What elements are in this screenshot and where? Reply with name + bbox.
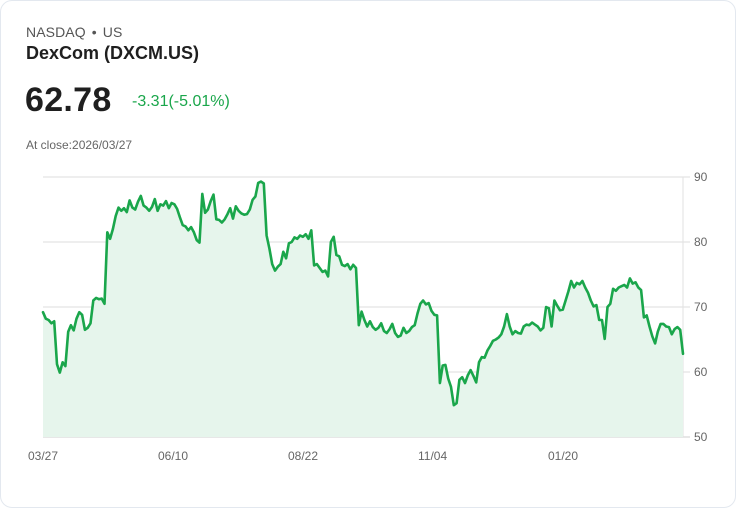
close-timestamp: At close:2026/03/27 (26, 138, 133, 152)
y-tick-label: 90 (694, 170, 708, 184)
y-tick-label: 60 (694, 365, 708, 379)
x-axis: 03/27 06/10 08/22 11/04 01/20 (28, 449, 578, 463)
stock-price: 62.78 (25, 81, 112, 119)
price-line (41, 180, 685, 407)
y-tick-label: 80 (694, 235, 708, 249)
exchange-line: NASDAQ • US (26, 24, 122, 40)
stock-name: DexCom (DXCM.US) (26, 43, 200, 63)
x-tick-label: 11/04 (418, 449, 447, 463)
market-name: US (102, 24, 123, 40)
separator-dot: • (91, 24, 97, 40)
x-tick-label: 03/27 (28, 449, 58, 463)
price-change: -3.31(-5.01%) (132, 93, 230, 110)
x-tick-label: 01/20 (548, 449, 578, 463)
y-axis: 90 80 70 60 50 (694, 170, 708, 444)
x-tick-label: 06/10 (158, 449, 188, 463)
y-tick-label: 50 (694, 430, 708, 444)
exchange-name: NASDAQ (26, 24, 86, 40)
x-tick-label: 08/22 (288, 449, 318, 463)
y-tick-label: 70 (694, 300, 708, 314)
price-area-fill (43, 181, 683, 437)
